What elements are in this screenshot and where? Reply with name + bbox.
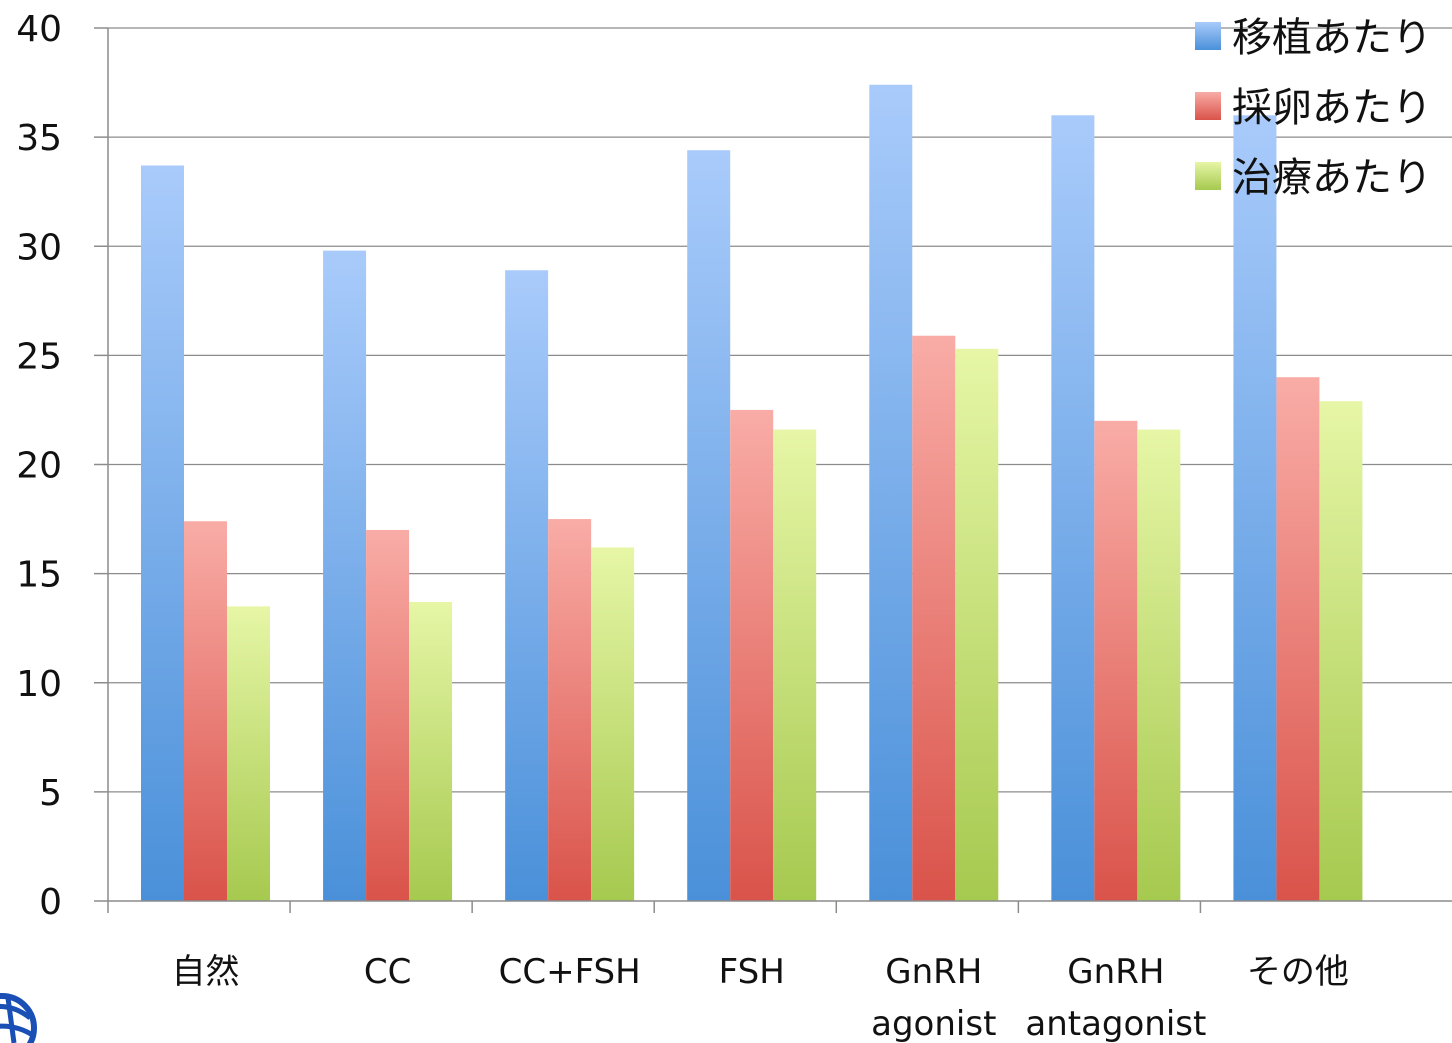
legend-swatch xyxy=(1195,162,1221,190)
bar-transfer xyxy=(869,84,913,902)
legend-label: 治療あたり xyxy=(1232,155,1432,201)
bar-treatment xyxy=(1137,429,1181,901)
bar-treatment xyxy=(955,348,999,901)
x-category-label: 自然 xyxy=(172,952,240,992)
bar-treatment xyxy=(227,606,270,901)
x-category-label: FSH xyxy=(719,952,785,992)
x-axis: 自然 CC CC+FSH FSH GnRH agonist GnRH antagonist その… xyxy=(107,900,1452,1043)
x-category-label: GnRH xyxy=(885,952,982,992)
bars xyxy=(141,84,1363,902)
bar-transfer xyxy=(1051,115,1095,902)
x-category-label: agonist xyxy=(871,1004,996,1043)
x-category-label: CC+FSH xyxy=(499,952,641,992)
globe-logo-icon xyxy=(0,993,37,1043)
bar-retrieval xyxy=(912,335,956,901)
bar-retrieval xyxy=(1094,420,1138,901)
bar-transfer xyxy=(141,165,184,901)
bar-treatment xyxy=(773,429,817,901)
y-tick-label: 10 xyxy=(16,664,62,705)
legend-label: 採卵あたり xyxy=(1232,85,1432,131)
legend-swatch xyxy=(1195,92,1221,120)
x-category-label: GnRH xyxy=(1067,952,1164,992)
x-category-label: その他 xyxy=(1247,952,1349,992)
y-tick-label: 35 xyxy=(16,118,62,159)
x-category-label: CC xyxy=(364,952,411,992)
y-axis: 0 5 10 15 20 25 30 35 40 xyxy=(16,9,109,923)
bar-transfer xyxy=(323,250,367,902)
bar-retrieval xyxy=(366,529,410,901)
bar-retrieval xyxy=(548,519,592,901)
x-category-label: antagonist xyxy=(1025,1004,1206,1043)
bar-transfer xyxy=(687,150,731,902)
y-tick-label: 40 xyxy=(16,9,62,50)
y-tick-label: 30 xyxy=(16,227,62,268)
bar-treatment xyxy=(409,601,453,901)
y-tick-label: 20 xyxy=(16,446,62,487)
bar-treatment xyxy=(591,547,635,901)
legend-label: 移植あたり xyxy=(1232,15,1432,61)
y-tick-label: 5 xyxy=(39,773,62,814)
y-tick-label: 25 xyxy=(16,336,62,377)
bar-retrieval xyxy=(730,409,774,901)
legend-swatch xyxy=(1195,22,1221,50)
bar-transfer xyxy=(505,270,549,901)
bar-treatment xyxy=(1319,401,1363,901)
bar-retrieval xyxy=(1276,377,1320,901)
y-tick-label: 0 xyxy=(39,882,62,923)
bar-retrieval xyxy=(184,521,227,901)
bar-transfer xyxy=(1233,115,1277,902)
y-tick-label: 15 xyxy=(16,555,62,596)
